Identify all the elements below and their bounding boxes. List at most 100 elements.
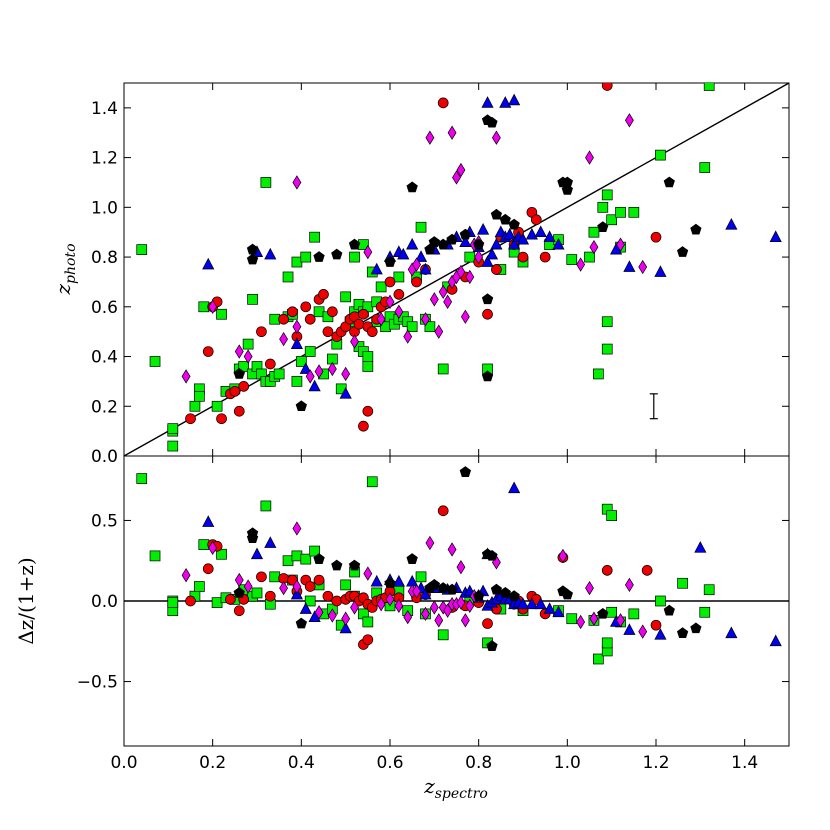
data-point-circle (256, 571, 267, 583)
data-point-square (300, 251, 312, 263)
data-point-pentagon (490, 583, 503, 595)
data-point-triangle (250, 547, 264, 560)
data-point-diamond (434, 324, 444, 339)
top-y-tick-label: 0.6 (91, 298, 118, 318)
data-point-diamond (412, 257, 422, 272)
data-point-pentagon (481, 370, 494, 382)
data-point-triangle (477, 222, 490, 235)
data-point-triangle (264, 247, 277, 260)
data-point-triangle (623, 623, 636, 635)
data-point-diamond (327, 608, 337, 623)
data-point-circle (530, 214, 542, 226)
data-point-diamond (425, 535, 435, 551)
data-point-square (699, 606, 711, 618)
top-panel-points (136, 83, 782, 452)
data-point-pentagon (233, 586, 245, 598)
data-point-triangle (490, 237, 503, 250)
top-y-tick-label: 1.4 (91, 99, 118, 119)
data-point-triangle (459, 235, 472, 247)
x-tick-label: 0.4 (288, 753, 315, 773)
data-point-square (269, 313, 281, 325)
data-point-square (703, 83, 715, 91)
data-point-square (703, 584, 715, 596)
data-point-diamond (585, 580, 594, 596)
data-point-triangle (419, 262, 432, 275)
data-point-pentagon (499, 213, 511, 225)
data-point-circle (482, 308, 493, 320)
data-point-diamond (443, 294, 453, 309)
data-point-square (566, 613, 578, 625)
data-point-square (655, 595, 666, 607)
data-point-circle (256, 326, 267, 338)
data-point-circle (331, 595, 343, 607)
data-point-square (677, 83, 688, 84)
data-point-circle (202, 563, 214, 575)
data-point-circle (358, 308, 369, 320)
data-point-square (362, 351, 374, 362)
data-point-diamond (385, 592, 395, 607)
data-point-square (415, 571, 427, 583)
data-point-diamond (234, 344, 244, 359)
data-point-circle (437, 97, 449, 109)
data-point-square (593, 368, 604, 380)
data-point-pentagon (437, 582, 449, 593)
data-point-square (699, 162, 711, 173)
data-point-diamond (243, 349, 253, 364)
data-point-square (313, 306, 325, 318)
top-y-tick-label: 0.2 (91, 397, 118, 417)
data-point-triangle (508, 93, 521, 106)
data-point-diamond (350, 600, 359, 615)
data-point-square (194, 390, 205, 402)
data-point-diamond (243, 579, 253, 594)
data-point-triangle (419, 587, 432, 600)
data-point-pentagon (384, 577, 396, 589)
data-point-square (216, 308, 227, 320)
data-point-triangle (202, 257, 215, 270)
data-point-square (588, 226, 600, 238)
data-point-diamond (403, 609, 413, 625)
data-point-triangle (623, 260, 636, 272)
data-point-circle (287, 306, 298, 318)
data-point-diamond (465, 269, 475, 285)
data-point-diamond (314, 605, 324, 620)
data-point-triangle (654, 628, 667, 640)
data-point-square (424, 321, 436, 333)
top-y-tick-label: 1.2 (91, 149, 118, 169)
x-tick-label: 1.2 (642, 753, 669, 773)
data-point-circle (491, 264, 502, 275)
data-point-pentagon (348, 559, 361, 571)
data-point-square (615, 206, 626, 218)
bottom-panel-points (136, 466, 782, 665)
data-point-diamond (412, 584, 422, 599)
data-point-pentagon (561, 176, 574, 188)
data-point-pentagon (597, 221, 609, 233)
data-point-square (606, 510, 618, 521)
data-point-triangle (516, 597, 530, 610)
data-point-triangle (299, 362, 312, 374)
data-point-circle (362, 634, 374, 646)
data-point-circle (202, 346, 214, 357)
data-point-circle (601, 565, 613, 576)
data-point-square (464, 251, 476, 263)
data-point-triangle (308, 379, 321, 392)
data-point-square (216, 548, 227, 560)
data-point-diamond (363, 244, 373, 260)
bottom-y-tick-label: −0.5 (77, 673, 118, 693)
data-point-circle (300, 301, 312, 313)
data-point-triangle (769, 634, 782, 647)
data-point-pentagon (508, 590, 520, 601)
data-point-square (149, 356, 161, 367)
x-tick-label: 0.0 (110, 753, 137, 773)
data-point-circle (517, 251, 529, 263)
data-point-circle (650, 619, 662, 631)
data-point-pentagon (313, 251, 325, 262)
data-point-circle (322, 590, 334, 602)
data-point-pentagon (459, 466, 472, 477)
data-point-square (309, 231, 320, 243)
data-point-diamond (234, 572, 244, 588)
data-point-triangle (299, 602, 312, 614)
top-y-axis-label-main: z (51, 284, 75, 296)
data-point-diamond (305, 369, 315, 384)
data-point-diamond (394, 304, 404, 319)
x-tick-label: 1.4 (731, 753, 758, 773)
